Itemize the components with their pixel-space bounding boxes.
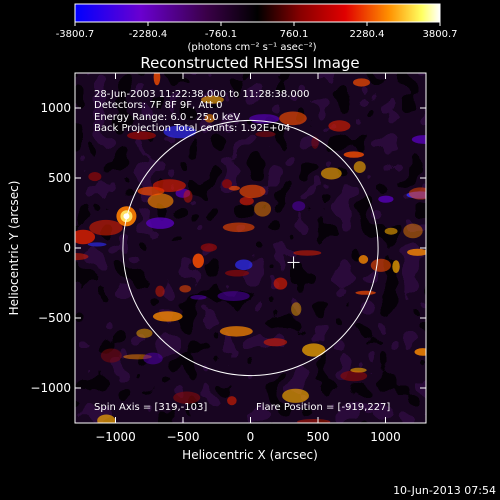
annotation-detectors: Detectors: 7F 8F 9F, Att 0 bbox=[94, 100, 222, 111]
x-tick-label: −500 bbox=[167, 430, 200, 444]
colorbar-tick-label: -760.1 bbox=[205, 29, 237, 40]
x-tick-label: 1000 bbox=[370, 430, 401, 444]
annotation-flare-position: Flare Position = [-919,227] bbox=[256, 402, 390, 413]
y-tick-label: −1000 bbox=[30, 381, 71, 395]
annotation-spin-axis: Spin Axis = [319,-103] bbox=[94, 402, 207, 413]
x-tick-label: 0 bbox=[247, 430, 255, 444]
axis-ticks: −1000 −500 0 500 1000 −1000 −500 0 500 1000 bbox=[30, 73, 426, 444]
y-axis-label: Heliocentric Y (arcsec) bbox=[7, 181, 21, 316]
x-tick-label: 500 bbox=[307, 430, 330, 444]
chart-title: Reconstructed RHESSI Image bbox=[140, 54, 359, 72]
annotation-method: Back Projection Total counts: 1.92E+04 bbox=[94, 123, 290, 134]
annotation-energy: Energy Range: 6.0 - 25.0 keV bbox=[94, 112, 240, 123]
solar-limb bbox=[122, 119, 379, 377]
intensity-blobs bbox=[75, 73, 426, 423]
colorbar-tick-label: -2280.4 bbox=[129, 29, 168, 40]
colorbar bbox=[74, 3, 441, 23]
footer-date: 10-Jun-2013 07:54 bbox=[393, 484, 496, 497]
spin-axis-marker bbox=[287, 256, 300, 269]
colorbar-tick-label: 2280.4 bbox=[349, 29, 384, 40]
x-axis-label: Heliocentric X (arcsec) bbox=[182, 448, 318, 462]
colorbar-units: (photons cm⁻² s⁻¹ asec⁻²) bbox=[187, 42, 316, 53]
y-tick-label: 0 bbox=[63, 241, 71, 255]
colorbar-ticks: -3800.7 -2280.4 -760.1 760.1 2280.4 3800.7 bbox=[56, 22, 458, 40]
image-area bbox=[75, 73, 426, 423]
annotation-time: 28-Jun-2003 11:22:38.000 to 11:28:38.000 bbox=[94, 89, 310, 100]
y-tick-label: −500 bbox=[38, 311, 71, 325]
colorbar-tick-label: -3800.7 bbox=[56, 29, 95, 40]
y-tick-label: 1000 bbox=[40, 101, 71, 115]
y-tick-label: 500 bbox=[48, 171, 71, 185]
colorbar-tick-label: 3800.7 bbox=[423, 29, 458, 40]
x-tick-label: −1000 bbox=[95, 430, 136, 444]
colorbar-tick-label: 760.1 bbox=[280, 29, 309, 40]
